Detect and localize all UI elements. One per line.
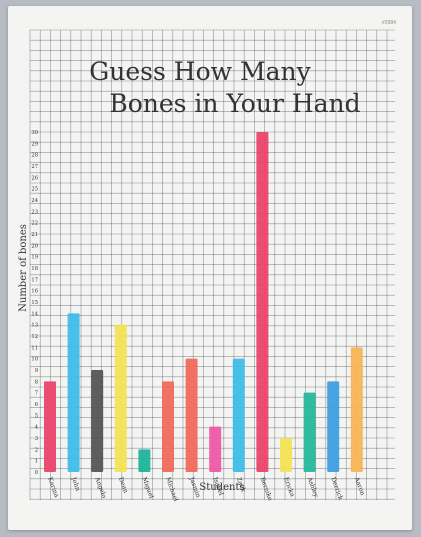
- y-tick-label: 28: [31, 153, 38, 159]
- bar-michael: [162, 381, 174, 472]
- bar-ericka: [280, 438, 292, 472]
- y-tick-label: 3: [35, 436, 38, 442]
- y-tick-label: 21: [31, 232, 38, 238]
- y-tick-label: 27: [31, 164, 38, 170]
- bar-zack: [232, 358, 245, 472]
- bar-bernike: [256, 132, 269, 472]
- x-tick-label: Ericka: [282, 476, 296, 498]
- y-tick-label: 6: [35, 402, 38, 408]
- bar-derrick: [327, 381, 340, 472]
- y-ticks: 0123456789101112131415161718192021222324…: [31, 130, 38, 476]
- y-tick-label: 8: [35, 379, 38, 385]
- y-tick-label: 2: [35, 447, 38, 453]
- bar-jasmin: [185, 358, 198, 472]
- y-tick-label: 24: [31, 198, 38, 204]
- bar-aaron: [350, 347, 363, 472]
- bars: [44, 132, 363, 472]
- y-tick-label: 10: [31, 357, 38, 363]
- y-tick-label: 1: [35, 459, 38, 465]
- bar-karina: [44, 381, 56, 472]
- y-tick-label: 4: [35, 425, 39, 431]
- bar-dean: [114, 324, 127, 472]
- y-tick-label: 19: [31, 255, 38, 261]
- y-tick-label: 18: [31, 266, 38, 272]
- y-axis-label: Number of bones: [18, 224, 29, 312]
- y-tick-label: 9: [35, 368, 38, 374]
- y-tick-label: 14: [31, 311, 38, 317]
- bar-angelo: [91, 370, 104, 472]
- y-tick-label: 29: [31, 141, 38, 147]
- x-tick-label: Karina: [46, 476, 60, 498]
- y-tick-label: 11: [31, 345, 38, 351]
- y-tick-label: 30: [31, 130, 38, 136]
- x-tick-label: John: [69, 475, 81, 492]
- y-tick-label: 13: [31, 323, 38, 329]
- y-tick-label: 23: [31, 209, 38, 215]
- y-tick-label: 15: [31, 300, 38, 306]
- bar-isabel: [209, 426, 222, 472]
- corner-mark: #2984: [382, 20, 396, 26]
- x-axis-label: Students: [199, 482, 244, 493]
- bar-ashley: [303, 392, 316, 472]
- y-tick-label: 17: [31, 277, 38, 283]
- y-tick-label: 26: [31, 175, 38, 181]
- chart-title-line2: Bones in Your Hand: [109, 89, 360, 118]
- chart-title-line1: Guess How Many: [89, 57, 311, 86]
- y-tick-label: 20: [31, 243, 38, 249]
- bar-john: [67, 313, 80, 472]
- y-tick-label: 16: [31, 289, 38, 295]
- y-tick-label: 0: [35, 470, 38, 476]
- y-tick-label: 5: [35, 413, 38, 419]
- bar-miguel: [138, 449, 151, 472]
- y-tick-label: 12: [31, 334, 38, 340]
- y-tick-label: 25: [31, 187, 38, 193]
- y-tick-label: 22: [31, 221, 38, 227]
- y-tick-label: 7: [35, 391, 38, 397]
- x-tick-label: Zack: [235, 476, 247, 493]
